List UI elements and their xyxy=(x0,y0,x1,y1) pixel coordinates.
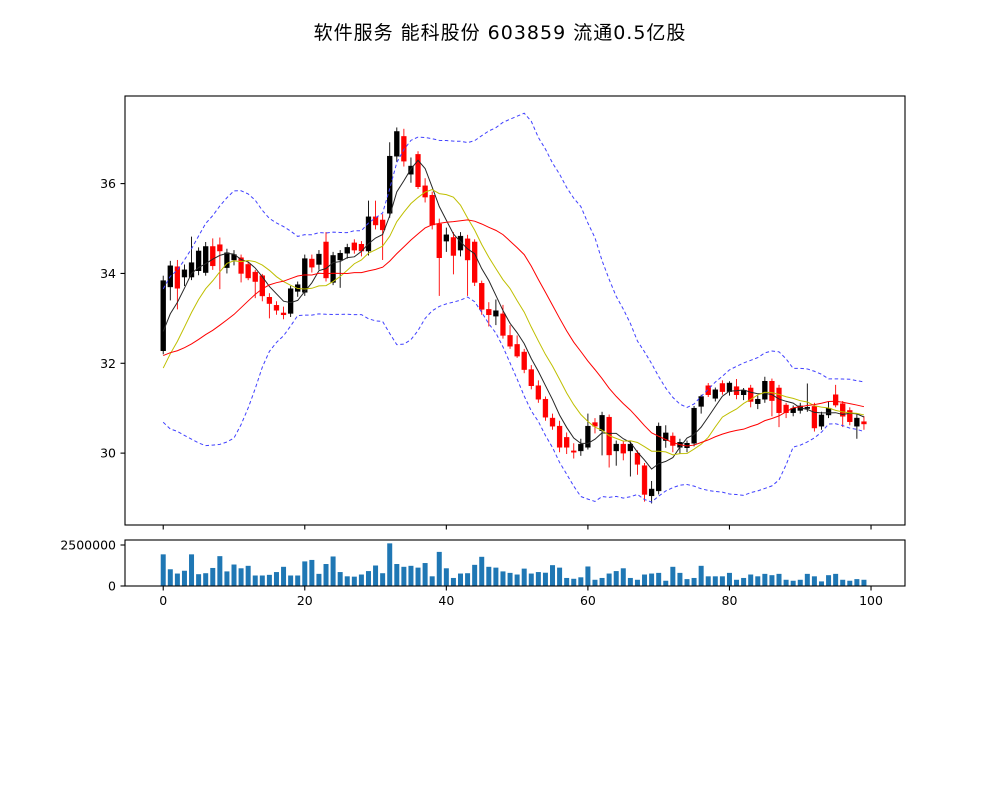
ma10-line xyxy=(162,188,865,456)
price-x-axis-ticks xyxy=(162,525,872,530)
svg-text:32: 32 xyxy=(100,356,116,371)
volume-bars-layer xyxy=(160,543,867,586)
svg-text:60: 60 xyxy=(580,593,596,608)
svg-text:0: 0 xyxy=(159,593,167,608)
svg-text:20: 20 xyxy=(297,593,313,608)
price-y-axis-ticks: 30 32 34 36 xyxy=(100,176,125,461)
x-axis-ticks: 0 20 40 60 80 100 xyxy=(159,586,883,608)
svg-text:40: 40 xyxy=(438,593,454,608)
chart-title: 软件服务 能科股份 603859 流通0.5亿股 xyxy=(313,22,687,44)
svg-text:100: 100 xyxy=(859,593,883,608)
ma20-line xyxy=(163,219,865,447)
svg-text:36: 36 xyxy=(100,176,116,191)
bollinger-upper-line xyxy=(162,112,865,408)
svg-text:34: 34 xyxy=(100,266,116,281)
ma5-line xyxy=(162,159,865,470)
svg-text:30: 30 xyxy=(100,446,116,461)
svg-text:0: 0 xyxy=(108,579,116,594)
price-panel-content xyxy=(160,112,867,504)
candles-layer xyxy=(160,127,867,504)
axes-layer xyxy=(124,95,906,587)
bollinger-lower-line xyxy=(162,296,865,503)
volume-y-axis-ticks: 2500000 0 xyxy=(60,538,125,594)
svg-text:80: 80 xyxy=(722,593,738,608)
svg-text:2500000: 2500000 xyxy=(60,538,116,553)
